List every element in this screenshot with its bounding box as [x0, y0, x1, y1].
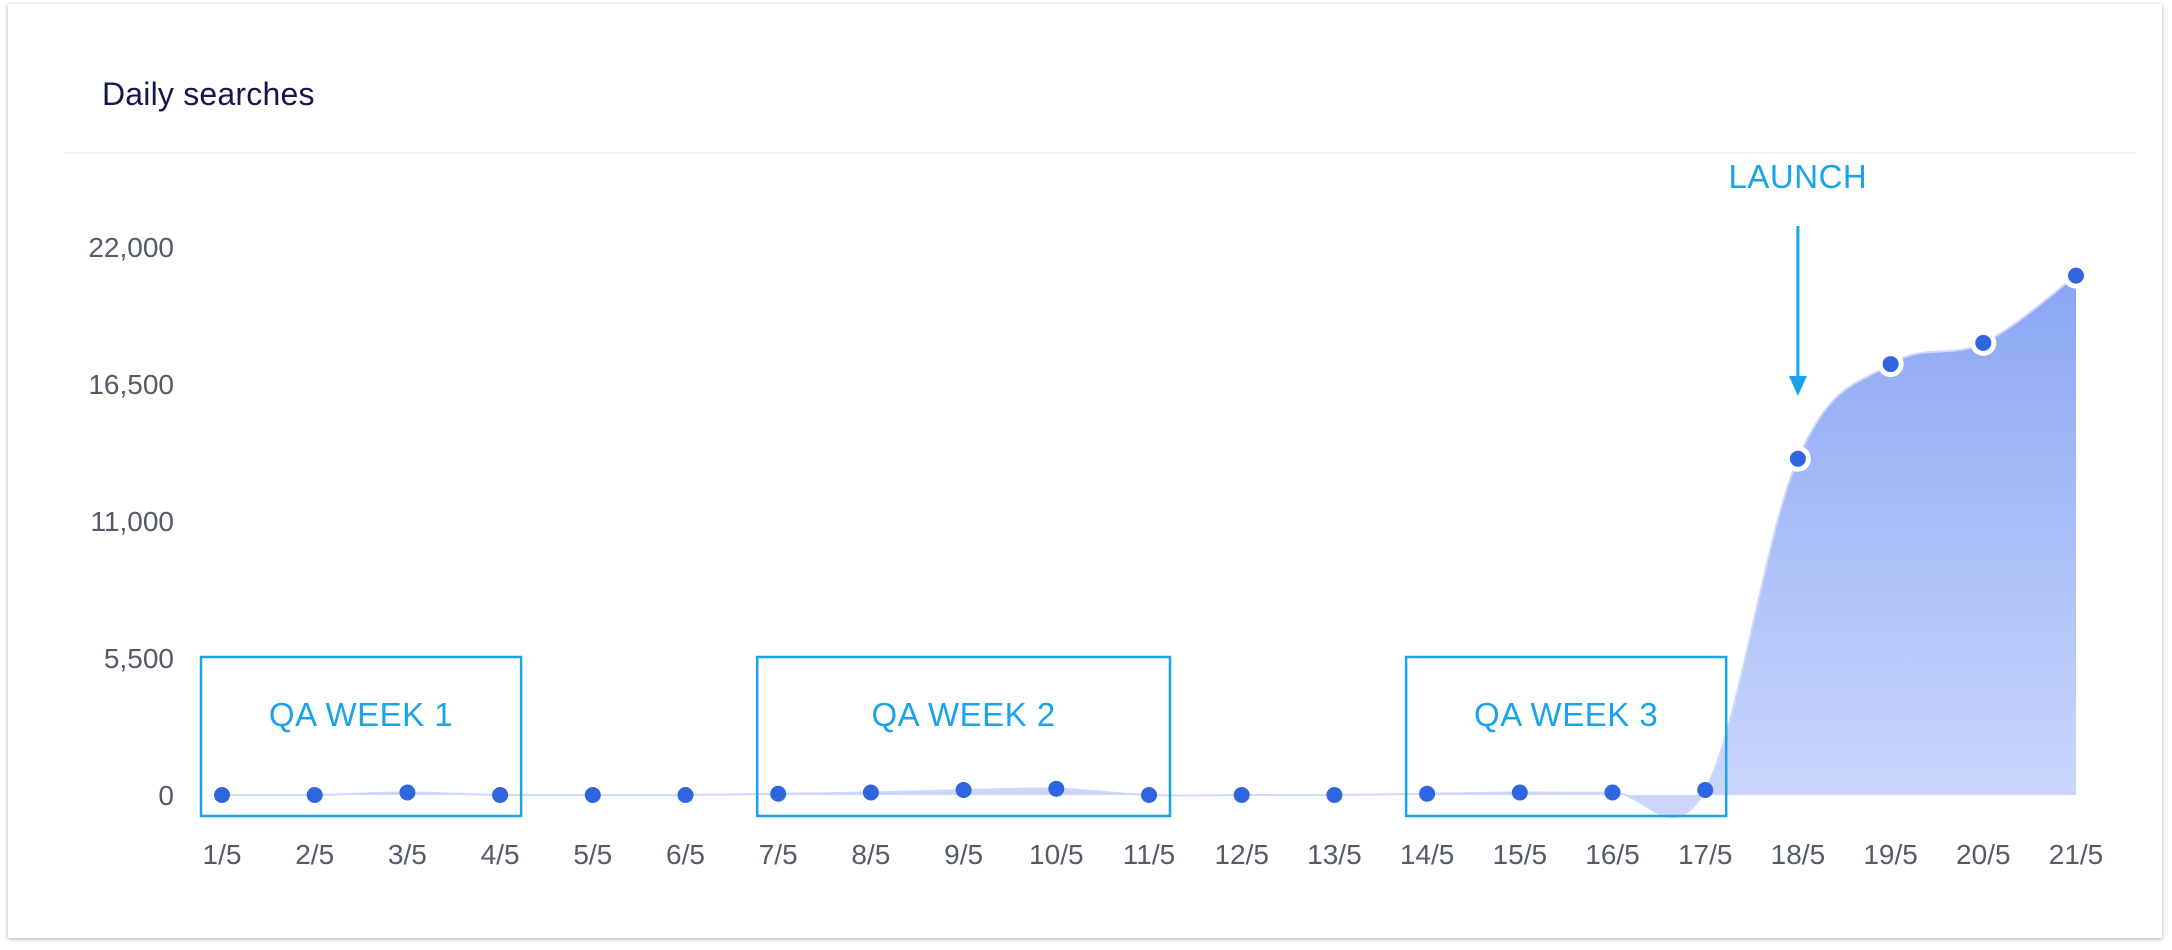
data-point [399, 784, 416, 801]
qa-week-box [1404, 655, 1728, 818]
x-tick-label: 10/5 [1029, 839, 1084, 870]
y-tick-label: 16,500 [88, 369, 174, 400]
x-axis: 1/5 2/5 3/5 4/5 5/5 6/5 7/5 8/5 9/5 10/5 11/5 12/5 1… [203, 839, 2104, 870]
x-tick-label: 6/5 [666, 839, 705, 870]
x-tick-label: 19/5 [1863, 839, 1918, 870]
qa-week-box [755, 655, 1172, 818]
x-tick-label: 17/5 [1678, 839, 1733, 870]
data-point [584, 787, 601, 803]
y-tick-label: 0 [158, 780, 174, 811]
qa-week-label: QA WEEK 3 [1474, 696, 1658, 733]
data-point [492, 787, 509, 803]
data-point [1141, 787, 1157, 803]
launch-label: LAUNCH [1729, 158, 1868, 195]
launch-arrow-head [1788, 376, 1807, 396]
data-point [214, 787, 230, 803]
data-point [770, 785, 787, 802]
data-point [1789, 450, 1806, 467]
data-point [306, 787, 323, 803]
data-point [2068, 267, 2084, 284]
point-layer [214, 262, 2089, 803]
x-tick-label: 11/5 [1123, 839, 1175, 870]
data-point [1604, 784, 1621, 801]
data-point [1233, 787, 1250, 803]
qa-week-label: QA WEEK 1 [269, 696, 453, 733]
x-tick-label: 21/5 [2049, 839, 2104, 870]
title-divider [64, 152, 2136, 154]
x-tick-label: 7/5 [759, 839, 798, 870]
series-area [222, 275, 2076, 818]
x-tick-label: 4/5 [481, 839, 520, 870]
data-point [862, 784, 879, 801]
chart-title: Daily searches [102, 76, 315, 112]
data-point [677, 787, 694, 803]
x-tick-label: 20/5 [1956, 839, 2011, 870]
y-tick-label: 11,000 [90, 506, 174, 537]
y-tick-label: 22,000 [88, 232, 174, 263]
x-tick-label: 1/5 [203, 839, 242, 870]
x-tick-label: 9/5 [944, 839, 983, 870]
x-tick-label: 3/5 [388, 839, 427, 870]
x-tick-label: 13/5 [1307, 839, 1362, 870]
x-tick-label: 8/5 [851, 839, 890, 870]
x-tick-label: 14/5 [1400, 839, 1455, 870]
x-tick-label: 18/5 [1771, 839, 1826, 870]
data-point [955, 782, 972, 799]
x-tick-label: 12/5 [1214, 839, 1269, 870]
data-point [1419, 785, 1436, 802]
data-point [1511, 784, 1528, 801]
y-axis: 0 5,500 11,000 16,500 22,000 [88, 232, 174, 811]
data-point [1975, 334, 1992, 351]
annotation-layer: QA WEEK 1 QA WEEK 2 QA WEEK 3 LAUNCH [199, 158, 1868, 818]
qa-week-box [199, 655, 523, 818]
x-tick-label: 15/5 [1493, 839, 1548, 870]
x-tick-label: 16/5 [1585, 839, 1640, 870]
y-tick-label: 5,500 [104, 643, 174, 674]
x-tick-label: 5/5 [573, 839, 612, 870]
data-point [1697, 782, 1714, 799]
data-point [1326, 787, 1343, 803]
data-point [1048, 780, 1065, 797]
x-tick-label: 2/5 [295, 839, 334, 870]
qa-week-label: QA WEEK 2 [871, 696, 1055, 733]
data-point [1882, 356, 1899, 373]
